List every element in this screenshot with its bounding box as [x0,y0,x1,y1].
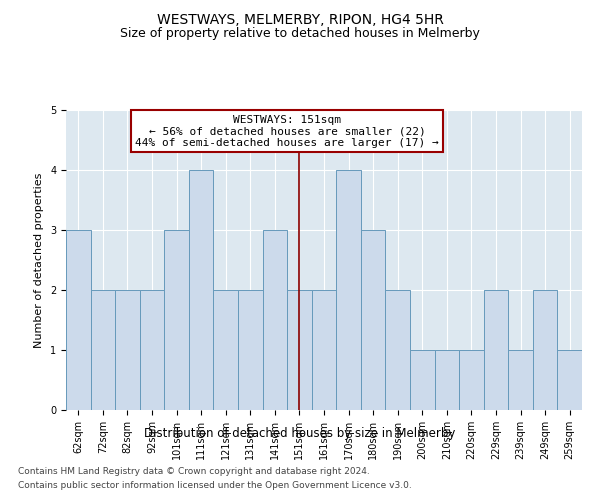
Bar [214,290,238,410]
Bar [189,170,214,410]
Bar [140,290,164,410]
Bar [312,290,336,410]
Bar [557,350,582,410]
Bar [459,350,484,410]
Bar [91,290,115,410]
Bar [434,350,459,410]
Bar [238,290,263,410]
Text: WESTWAYS: 151sqm
← 56% of detached houses are smaller (22)
44% of semi-detached : WESTWAYS: 151sqm ← 56% of detached house… [135,115,439,148]
Bar [115,290,140,410]
Bar [508,350,533,410]
Text: Distribution of detached houses by size in Melmerby: Distribution of detached houses by size … [145,428,455,440]
Y-axis label: Number of detached properties: Number of detached properties [34,172,44,348]
Text: WESTWAYS, MELMERBY, RIPON, HG4 5HR: WESTWAYS, MELMERBY, RIPON, HG4 5HR [157,12,443,26]
Bar [533,290,557,410]
Bar [410,350,434,410]
Bar [484,290,508,410]
Bar [336,170,361,410]
Bar [287,290,312,410]
Text: Contains public sector information licensed under the Open Government Licence v3: Contains public sector information licen… [18,481,412,490]
Bar [66,230,91,410]
Bar [361,230,385,410]
Bar [263,230,287,410]
Bar [385,290,410,410]
Text: Contains HM Land Registry data © Crown copyright and database right 2024.: Contains HM Land Registry data © Crown c… [18,468,370,476]
Text: Size of property relative to detached houses in Melmerby: Size of property relative to detached ho… [120,28,480,40]
Bar [164,230,189,410]
